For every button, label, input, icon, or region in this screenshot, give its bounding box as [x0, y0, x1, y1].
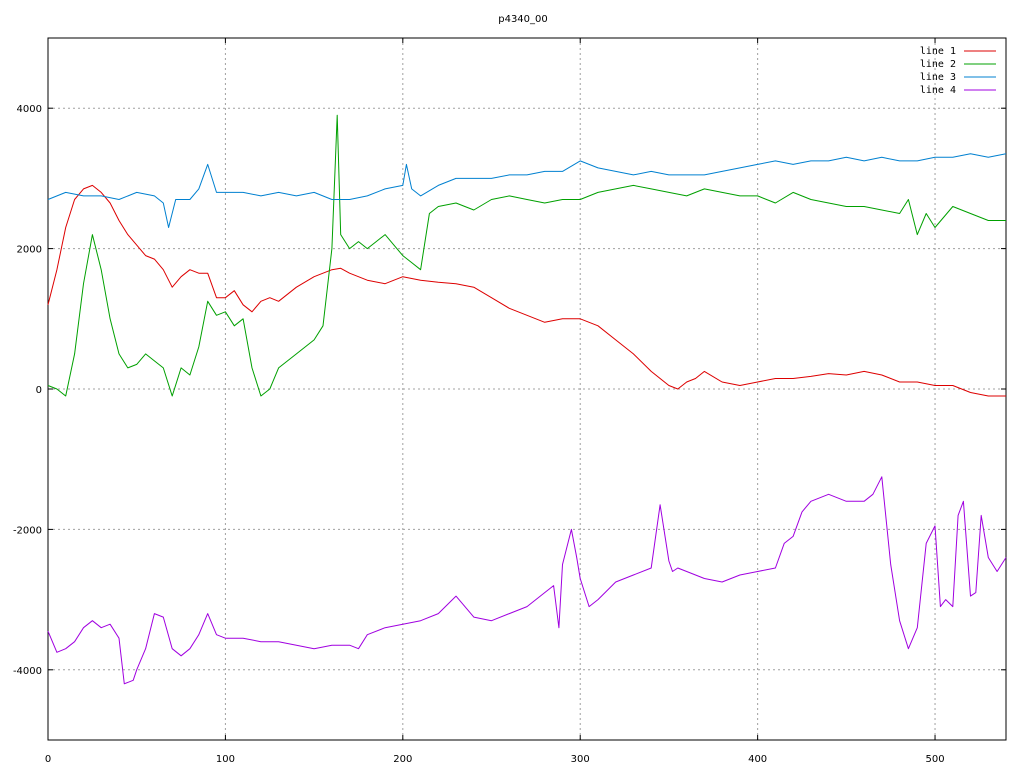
series-line-3 — [47, 153, 1007, 228]
y-tick-label: -2000 — [13, 525, 42, 536]
legend-label-4: line 4 — [920, 85, 956, 96]
x-tick-label: 500 — [925, 754, 944, 765]
legend-label-3: line 3 — [920, 72, 956, 83]
axis-ticks: 0 100 200 300 400 500 -4000 -2000 0 2000 4000 — [13, 38, 1006, 765]
y-tick-label: 4000 — [17, 104, 42, 115]
x-tick-label: 300 — [571, 754, 590, 765]
y-tick-label: -4000 — [13, 666, 42, 677]
legend: line 1 line 2 line 3 line 4 — [920, 46, 996, 96]
x-tick-label: 100 — [216, 754, 235, 765]
y-tick-label: 0 — [36, 385, 42, 396]
x-tick-label: 400 — [748, 754, 767, 765]
chart-title: p4340_00 — [498, 14, 548, 25]
x-tick-label: 0 — [45, 754, 51, 765]
plot-frame — [47, 37, 1007, 741]
x-tick-label: 200 — [393, 754, 412, 765]
legend-label-1: line 1 — [920, 46, 956, 57]
legend-label-2: line 2 — [920, 59, 956, 70]
series-line-2 — [47, 114, 1006, 397]
series-line-4 — [47, 476, 1007, 685]
series-lines — [47, 114, 1007, 685]
y-tick-label: 2000 — [17, 245, 42, 256]
series-line-1 — [47, 184, 1006, 397]
grid-lines — [48, 38, 1006, 740]
